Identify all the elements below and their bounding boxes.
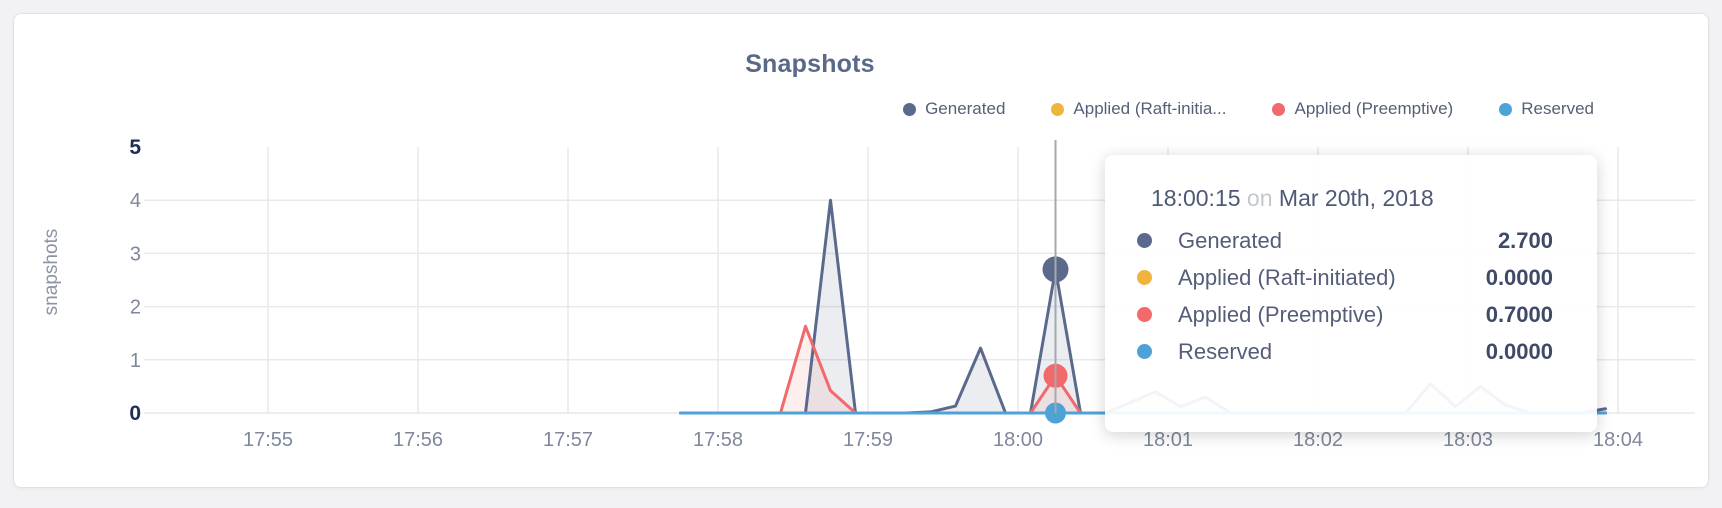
chart-legend: Generated Applied (Raft-initia... Applie…	[903, 99, 1594, 119]
legend-color-dot	[1051, 102, 1065, 116]
y-axis-tick-label: 1	[130, 350, 141, 372]
tooltip-row-generated: Generated 2.700	[1137, 222, 1553, 259]
legend-color-dot	[1499, 102, 1513, 116]
legend-label: Reserved	[1521, 99, 1594, 118]
x-axis-tick-label: 18:02	[1293, 429, 1343, 451]
x-axis-tick-label: 17:58	[693, 429, 743, 451]
x-axis-tick-label: 18:03	[1443, 429, 1493, 451]
tooltip-series-label: Reserved	[1178, 338, 1273, 364]
legend-color-dot	[903, 102, 917, 116]
tooltip-title: 18:00:15 on Mar 20th, 2018	[1151, 185, 1553, 212]
y-axis-tick-label: 4	[130, 190, 141, 212]
legend-label: Generated	[925, 99, 1006, 118]
x-axis-tick-label: 18:00	[993, 429, 1043, 451]
tooltip-series-value: 0.0000	[1485, 264, 1553, 290]
tooltip-row-applied-preemptive: Applied (Preemptive) 0.7000	[1137, 296, 1553, 333]
x-axis-tick-label: 18:01	[1143, 429, 1193, 451]
legend-color-dot	[1272, 102, 1286, 116]
tooltip-series-value: 0.7000	[1485, 301, 1553, 327]
legend-label: Applied (Raft-initia...	[1073, 99, 1227, 118]
y-axis-tick-label: 3	[130, 243, 141, 265]
tooltip-row-reserved: Reserved 0.0000	[1137, 333, 1553, 370]
legend-item-generated[interactable]: Generated	[903, 99, 1005, 119]
tooltip-series-value: 0.0000	[1485, 338, 1553, 364]
y-axis-tick-label: 0	[129, 402, 141, 425]
tooltip-conjunction: on	[1246, 185, 1273, 211]
tooltip-row-applied-raft: Applied (Raft-initiated) 0.0000	[1137, 259, 1553, 296]
tooltip-series-value: 2.700	[1497, 227, 1553, 253]
tooltip-date: Mar 20th, 2018	[1278, 185, 1434, 211]
series-color-dot	[1137, 233, 1152, 248]
y-axis-tick-label: 5	[129, 136, 141, 159]
series-color-dot	[1137, 344, 1152, 359]
tooltip-series-label: Applied (Raft-initiated)	[1178, 264, 1396, 290]
legend-label: Applied (Preemptive)	[1294, 99, 1454, 118]
series-color-dot	[1137, 307, 1152, 322]
x-axis-tick-label: 17:57	[543, 429, 593, 451]
tooltip-time: 18:00:15	[1151, 185, 1241, 211]
chart-title: Snapshots	[745, 50, 875, 78]
x-axis-tick-label: 17:56	[393, 429, 443, 451]
legend-item-applied-raft[interactable]: Applied (Raft-initia...	[1051, 99, 1226, 119]
x-axis-tick-label: 17:59	[843, 429, 893, 451]
y-axis-title: snapshots	[41, 229, 62, 316]
hover-tooltip: 18:00:15 on Mar 20th, 2018 Generated 2.7…	[1105, 155, 1597, 432]
tooltip-series-label: Generated	[1178, 227, 1282, 253]
legend-item-applied-preemptive[interactable]: Applied (Preemptive)	[1272, 99, 1453, 119]
x-axis-tick-label: 18:04	[1593, 429, 1643, 451]
x-axis-tick-label: 17:55	[243, 429, 293, 451]
tooltip-series-label: Applied (Preemptive)	[1178, 301, 1384, 327]
legend-item-reserved[interactable]: Reserved	[1499, 99, 1594, 119]
series-color-dot	[1137, 270, 1152, 285]
y-axis-tick-label: 2	[130, 297, 141, 319]
